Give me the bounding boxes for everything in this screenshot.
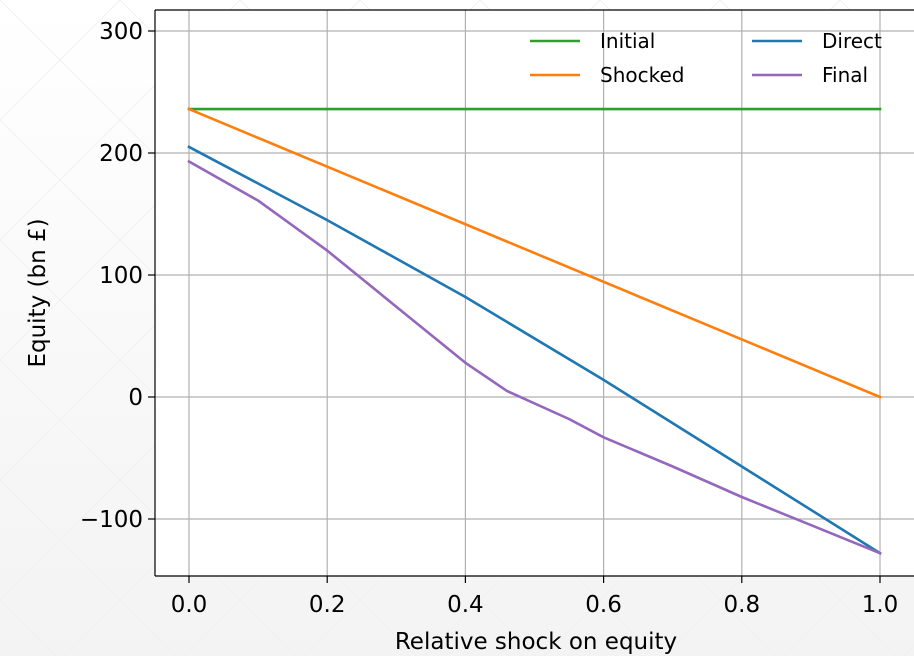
series-line-direct (187, 145, 882, 555)
x-tick-label: 0.2 (309, 592, 346, 618)
y-tick-label: 200 (99, 141, 143, 167)
x-tick-label: 0.0 (171, 592, 208, 618)
x-tick-label: 1.0 (862, 592, 899, 618)
series-line-final (187, 159, 882, 555)
legend-label-final: Final (822, 63, 868, 87)
plot-frame (154, 9, 914, 577)
y-tick-label: −100 (80, 507, 143, 533)
legend-label-initial: Initial (600, 29, 655, 53)
y-tick-label: 300 (99, 19, 143, 45)
y-tick-label: 0 (128, 385, 143, 411)
x-tick-label: 0.4 (447, 592, 484, 618)
series-lines (187, 107, 882, 555)
x-axis-ticks: 0.0 0.2 0.4 0.6 0.8 1.0 (171, 576, 899, 618)
x-tick-label: 0.8 (724, 592, 761, 618)
x-axis-title: Relative shock on equity (395, 629, 677, 655)
legend-label-direct: Direct (822, 29, 882, 53)
y-tick-label: 100 (99, 263, 143, 289)
y-axis-ticks: −100 0 100 200 300 (80, 19, 155, 533)
legend-label-shocked: Shocked (600, 63, 684, 87)
legend: Initial Shocked Direct Final (530, 29, 882, 87)
series-line-shocked (187, 107, 882, 399)
grid-lines (155, 10, 914, 576)
plot-area (155, 10, 914, 576)
x-tick-label: 0.6 (585, 592, 622, 618)
y-axis-title: Equity (bn £) (25, 218, 51, 367)
